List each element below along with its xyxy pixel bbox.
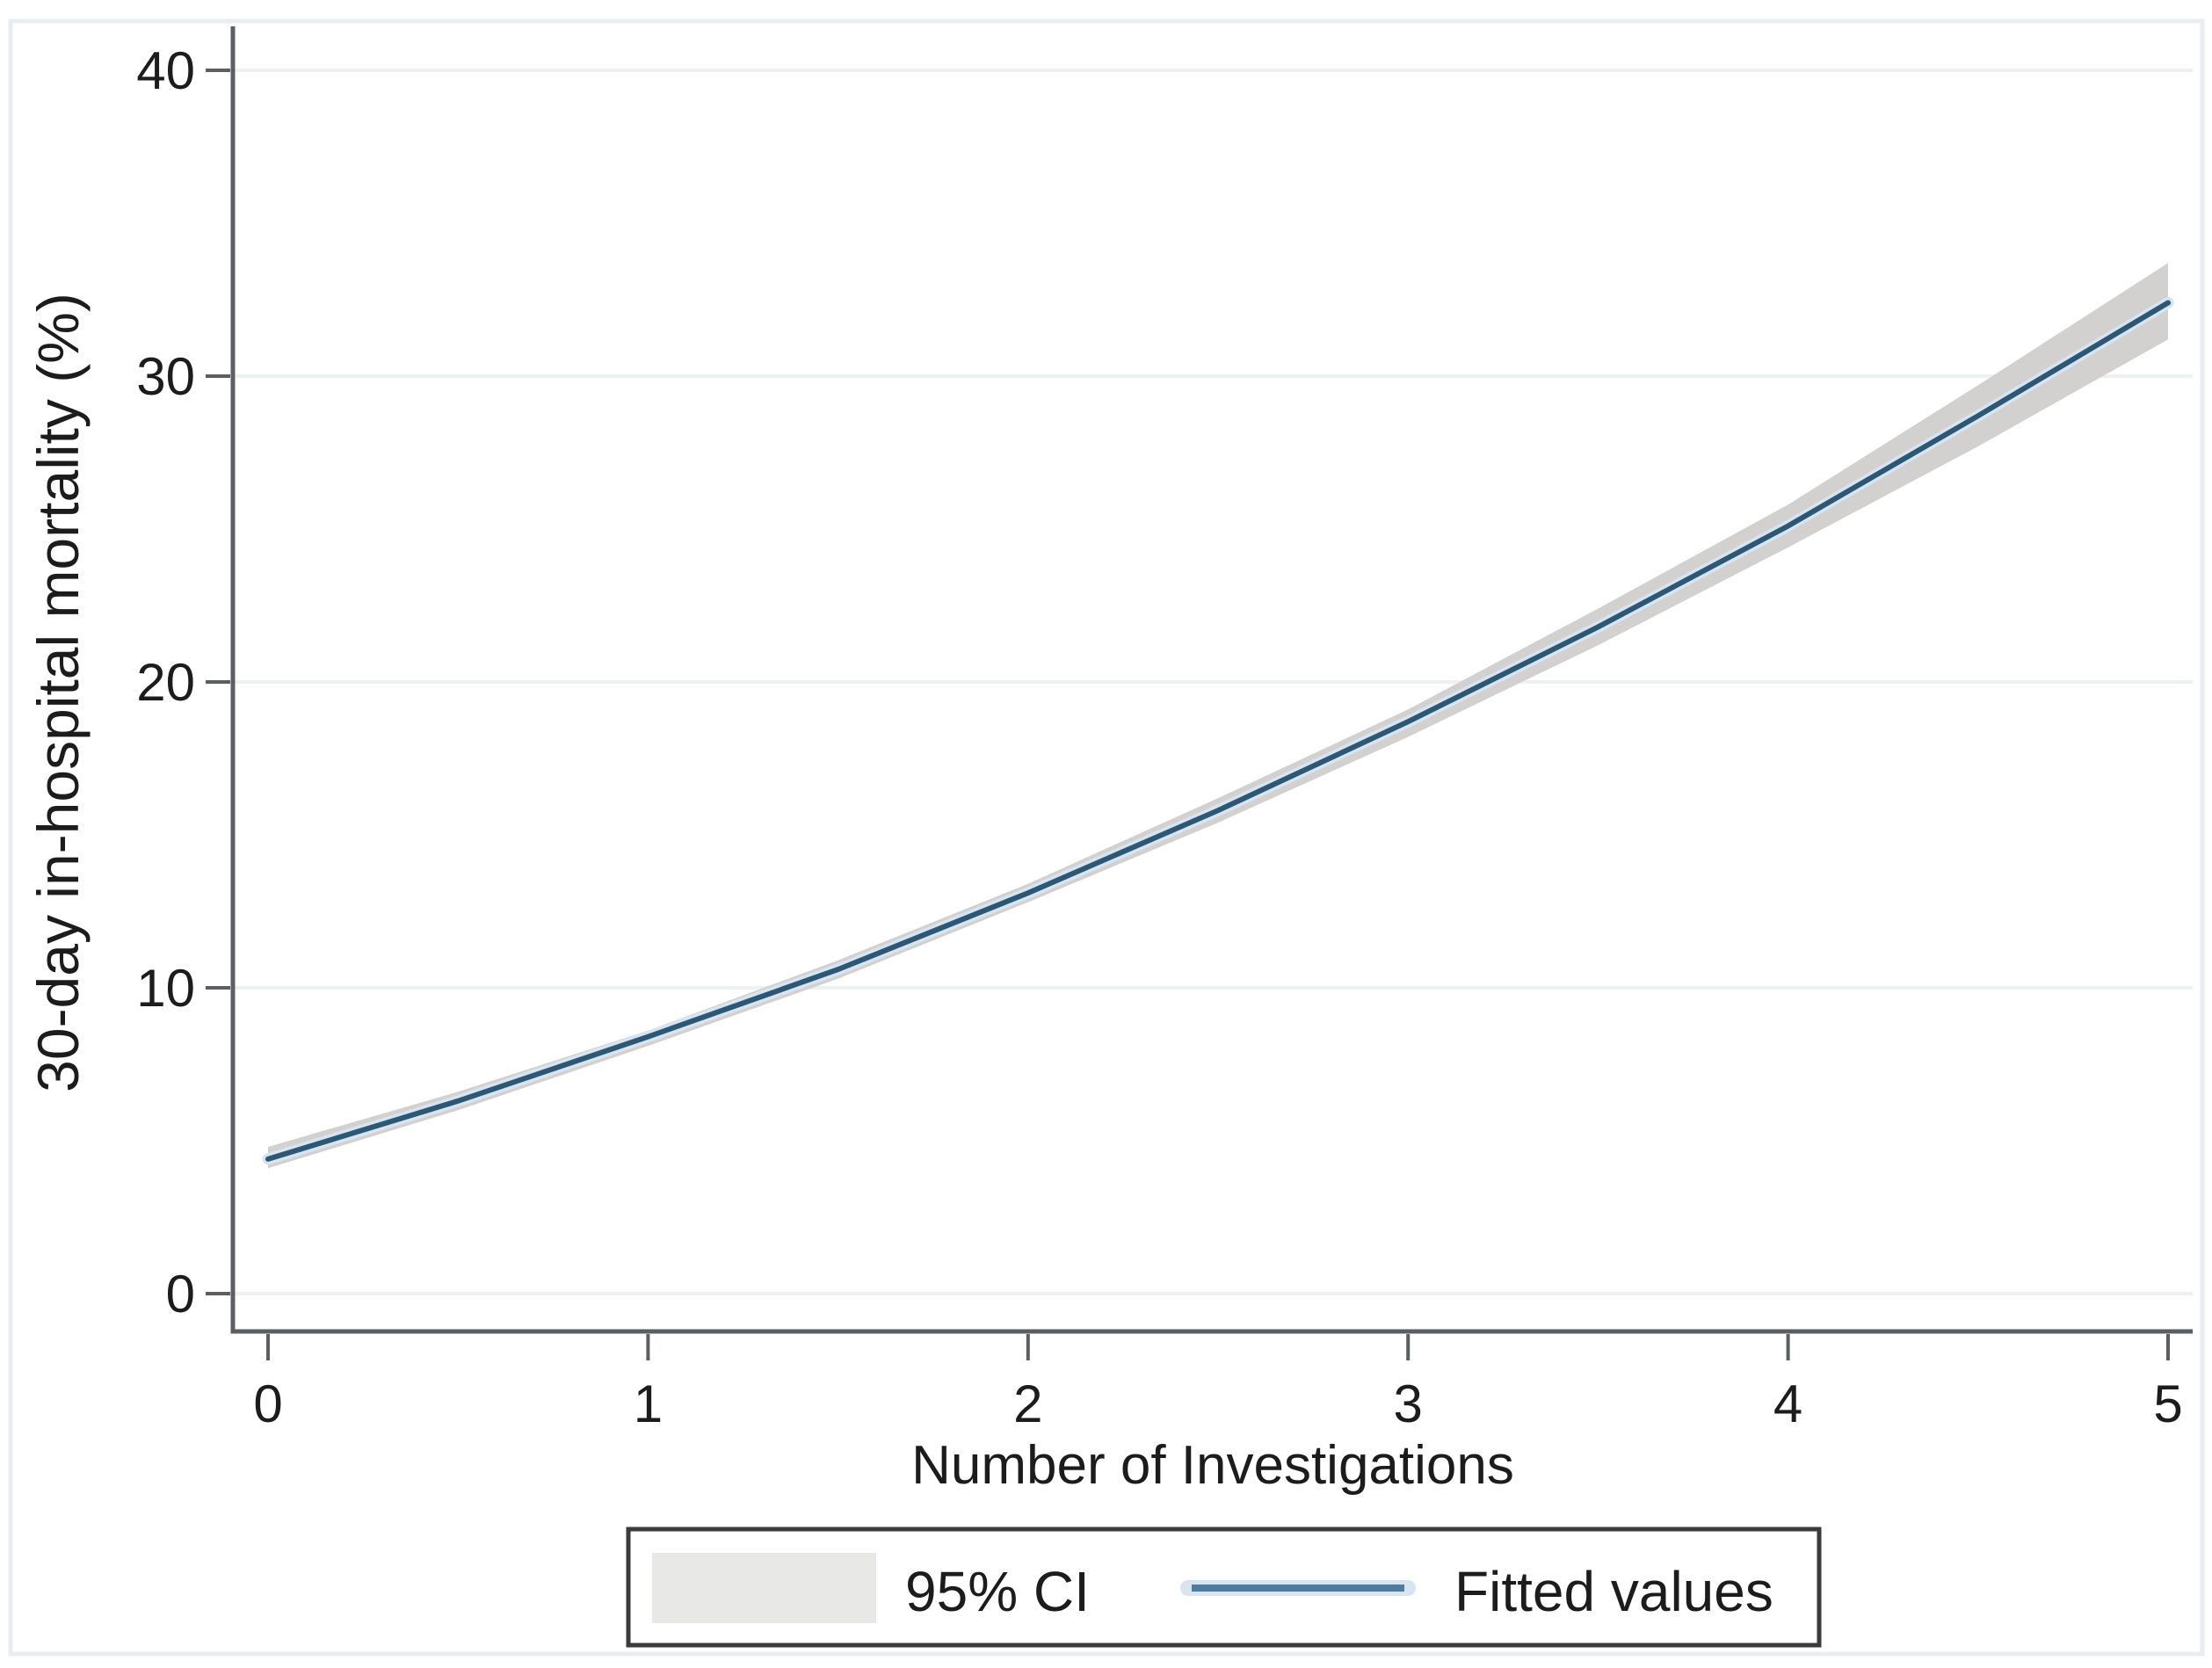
- legend-ci-label: 95% CI: [905, 1560, 1090, 1623]
- figure-border: [8, 18, 2205, 1657]
- x-axis-title: Number of Investigations: [911, 1435, 1514, 1496]
- y-tick-label: 30: [136, 347, 195, 406]
- axes: [230, 26, 2193, 1334]
- gridlines: [235, 69, 2193, 1295]
- y-tick-label: 10: [136, 959, 195, 1018]
- x-axis-ticks: 0 1 2 3 4 5: [253, 1334, 2183, 1433]
- y-axis-ticks: 0 10 20 30 40: [136, 41, 230, 1324]
- y-tick-label: 40: [136, 41, 195, 100]
- x-tick-label: 5: [2153, 1374, 2182, 1433]
- x-tick-label: 2: [1013, 1374, 1042, 1433]
- legend-ci-swatch: [652, 1553, 876, 1623]
- y-tick-label: 0: [166, 1265, 195, 1324]
- x-tick-label: 4: [1773, 1374, 1802, 1433]
- legend: 95% CI Fitted values: [626, 1527, 1822, 1648]
- fitted-line: [265, 300, 2171, 1162]
- legend-fitted-label: Fitted values: [1454, 1560, 1773, 1623]
- y-tick-label: 20: [136, 653, 195, 712]
- y-axis-title: 30-day in-hospital mortality (%): [25, 293, 91, 1092]
- x-tick-label: 1: [634, 1374, 663, 1433]
- x-tick-label: 0: [253, 1374, 282, 1433]
- x-tick-label: 3: [1394, 1374, 1423, 1433]
